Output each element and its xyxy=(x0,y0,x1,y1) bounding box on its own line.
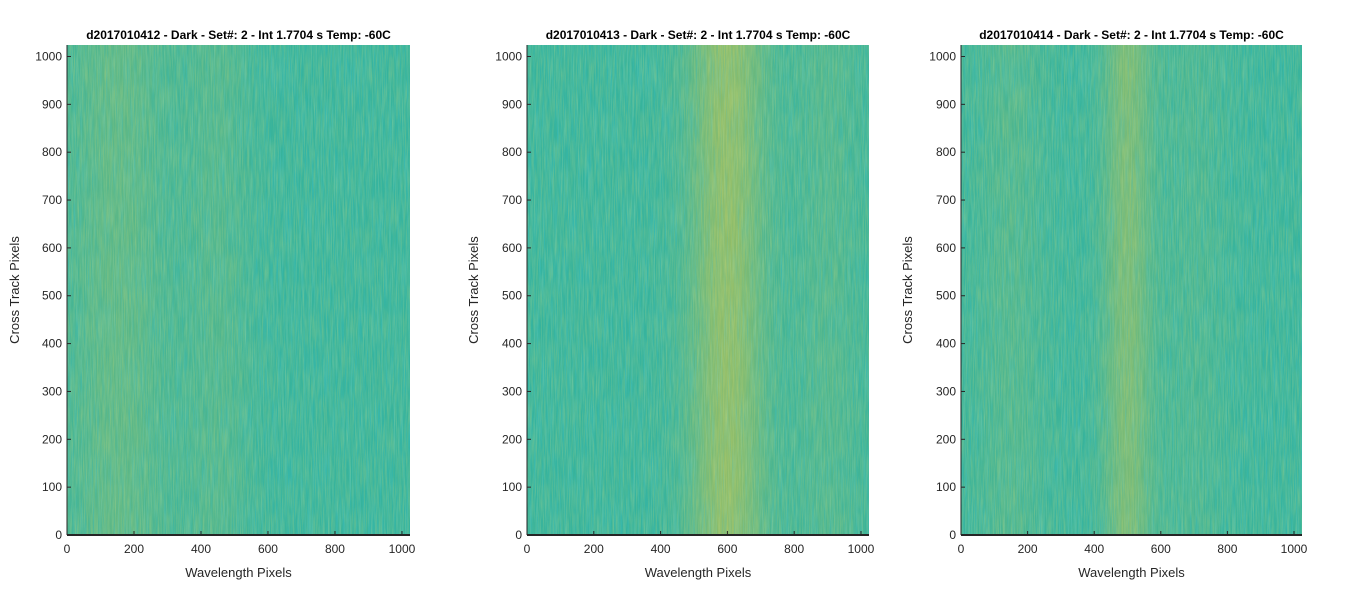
chart-title: d2017010412 - Dark - Set#: 2 - Int 1.770… xyxy=(86,28,391,42)
y-tick-label: 400 xyxy=(502,337,522,351)
heatmap-noise-high xyxy=(527,45,869,535)
x-tick-label: 1000 xyxy=(1281,542,1308,556)
x-tick-label: 200 xyxy=(1018,542,1038,556)
y-axis-label: Cross Track Pixels xyxy=(466,236,481,344)
y-tick-label: 100 xyxy=(502,480,522,494)
y-tick-label: 0 xyxy=(515,528,522,542)
x-tick-label: 0 xyxy=(64,542,71,556)
x-tick-label: 200 xyxy=(584,542,604,556)
y-tick-label: 500 xyxy=(502,289,522,303)
heatmap-noise-high xyxy=(961,45,1302,535)
x-tick-label: 800 xyxy=(1217,542,1237,556)
x-tick-label: 400 xyxy=(1084,542,1104,556)
y-tick-label: 300 xyxy=(42,384,62,398)
y-tick-label: 700 xyxy=(42,193,62,207)
y-tick-label: 100 xyxy=(42,480,62,494)
y-axis-label: Cross Track Pixels xyxy=(7,236,22,344)
y-tick-label: 500 xyxy=(42,289,62,303)
chart-panel-1: 0 200 400 600 800 1000 0 100 200 300 400 500 600 700 8… xyxy=(7,28,416,580)
x-axis-label: Wavelength Pixels xyxy=(645,565,752,580)
y-tick-label: 0 xyxy=(55,528,62,542)
y-tick-label: 300 xyxy=(502,384,522,398)
y-tick-label: 1000 xyxy=(929,49,956,63)
y-tick-label: 200 xyxy=(42,432,62,446)
heatmap-noise-high xyxy=(67,45,410,535)
x-tick-label: 400 xyxy=(191,542,211,556)
y-tick-label: 700 xyxy=(502,193,522,207)
y-tick-label: 1000 xyxy=(35,49,62,63)
y-tick-label: 1000 xyxy=(495,49,522,63)
y-tick-label: 200 xyxy=(936,432,956,446)
y-tick-label: 900 xyxy=(42,97,62,111)
x-tick-label: 400 xyxy=(651,542,671,556)
y-tick-label: 700 xyxy=(936,193,956,207)
y-tick-label: 900 xyxy=(936,97,956,111)
x-tick-label: 800 xyxy=(784,542,804,556)
chart-title: d2017010413 - Dark - Set#: 2 - Int 1.770… xyxy=(546,28,851,42)
y-axis-label: Cross Track Pixels xyxy=(900,236,915,344)
chart-panel-3: 0 200 400 600 800 1000 0 100 200 300 400 500 600 700 8… xyxy=(900,28,1308,580)
y-tick-label: 800 xyxy=(42,145,62,159)
x-tick-label: 600 xyxy=(1151,542,1171,556)
x-tick-label: 800 xyxy=(325,542,345,556)
x-tick-label: 0 xyxy=(524,542,531,556)
y-tick-label: 600 xyxy=(936,241,956,255)
x-axis-label: Wavelength Pixels xyxy=(1078,565,1185,580)
y-tick-label: 400 xyxy=(936,337,956,351)
x-tick-label: 600 xyxy=(258,542,278,556)
y-tick-label: 500 xyxy=(936,289,956,303)
x-tick-label: 1000 xyxy=(389,542,416,556)
chart-panel-2: 0 200 400 600 800 1000 0 100 200 300 400 500 600 700 8… xyxy=(466,28,875,580)
y-tick-label: 600 xyxy=(42,241,62,255)
y-tick-label: 900 xyxy=(502,97,522,111)
x-axis-label: Wavelength Pixels xyxy=(185,565,292,580)
x-tick-label: 1000 xyxy=(848,542,875,556)
y-tick-label: 0 xyxy=(949,528,956,542)
chart-title: d2017010414 - Dark - Set#: 2 - Int 1.770… xyxy=(979,28,1284,42)
y-tick-label: 200 xyxy=(502,432,522,446)
x-tick-label: 0 xyxy=(958,542,965,556)
x-tick-label: 600 xyxy=(717,542,737,556)
y-tick-label: 600 xyxy=(502,241,522,255)
y-tick-label: 800 xyxy=(502,145,522,159)
y-tick-label: 400 xyxy=(42,337,62,351)
x-tick-label: 200 xyxy=(124,542,144,556)
y-tick-label: 300 xyxy=(936,384,956,398)
y-tick-label: 800 xyxy=(936,145,956,159)
y-tick-label: 100 xyxy=(936,480,956,494)
